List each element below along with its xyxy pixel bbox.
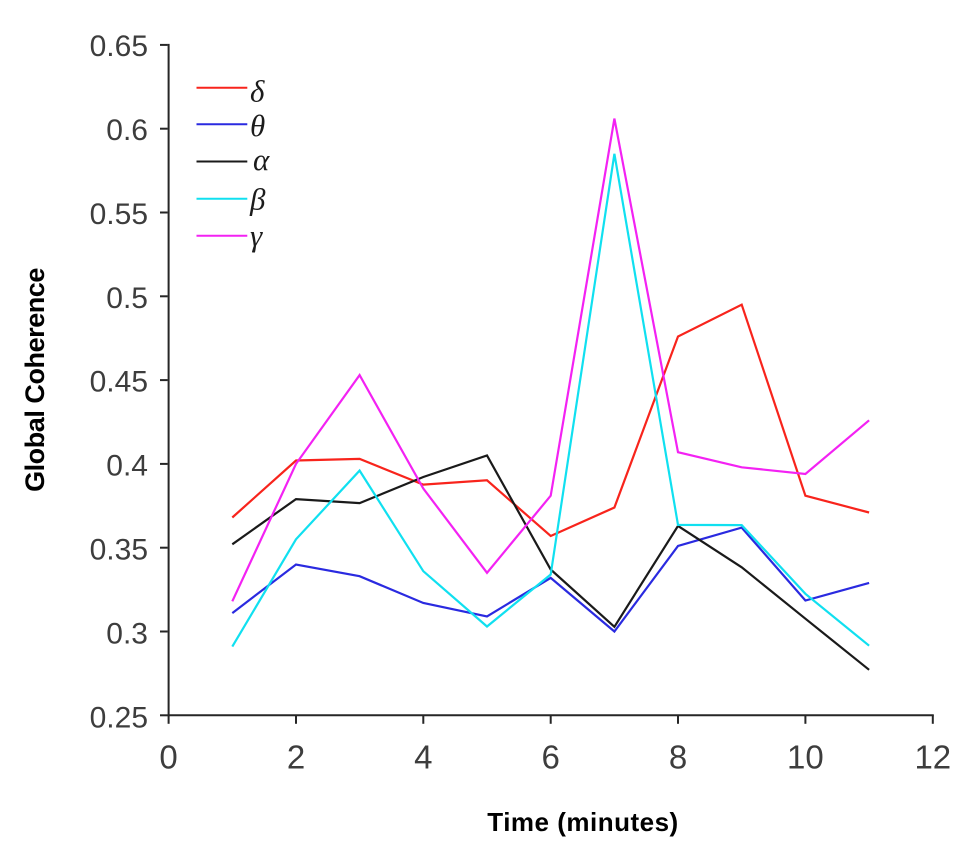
svg-text:4: 4 (414, 739, 432, 776)
svg-text:0.4: 0.4 (106, 450, 148, 483)
svg-text:0.45: 0.45 (90, 366, 148, 399)
svg-text:θ: θ (250, 108, 265, 143)
svg-text:0.6: 0.6 (106, 114, 148, 147)
svg-text:Time (minutes): Time (minutes) (487, 807, 678, 837)
svg-text:10: 10 (787, 739, 824, 776)
svg-text:0.55: 0.55 (90, 198, 148, 231)
svg-text:0.5: 0.5 (106, 282, 148, 315)
svg-text:12: 12 (914, 739, 951, 776)
svg-text:8: 8 (669, 739, 687, 776)
svg-text:Global Coherence: Global Coherence (20, 268, 50, 492)
svg-text:0.25: 0.25 (90, 701, 148, 734)
svg-text:0.3: 0.3 (106, 617, 148, 650)
svg-text:2: 2 (287, 739, 305, 776)
svg-text:0.65: 0.65 (90, 30, 148, 63)
svg-text:α: α (253, 142, 270, 177)
svg-text:0.35: 0.35 (90, 534, 148, 567)
svg-text:δ: δ (250, 74, 265, 109)
svg-text:γ: γ (250, 218, 263, 253)
svg-text:β: β (249, 182, 266, 217)
svg-text:6: 6 (542, 739, 560, 776)
svg-text:0: 0 (159, 739, 177, 776)
